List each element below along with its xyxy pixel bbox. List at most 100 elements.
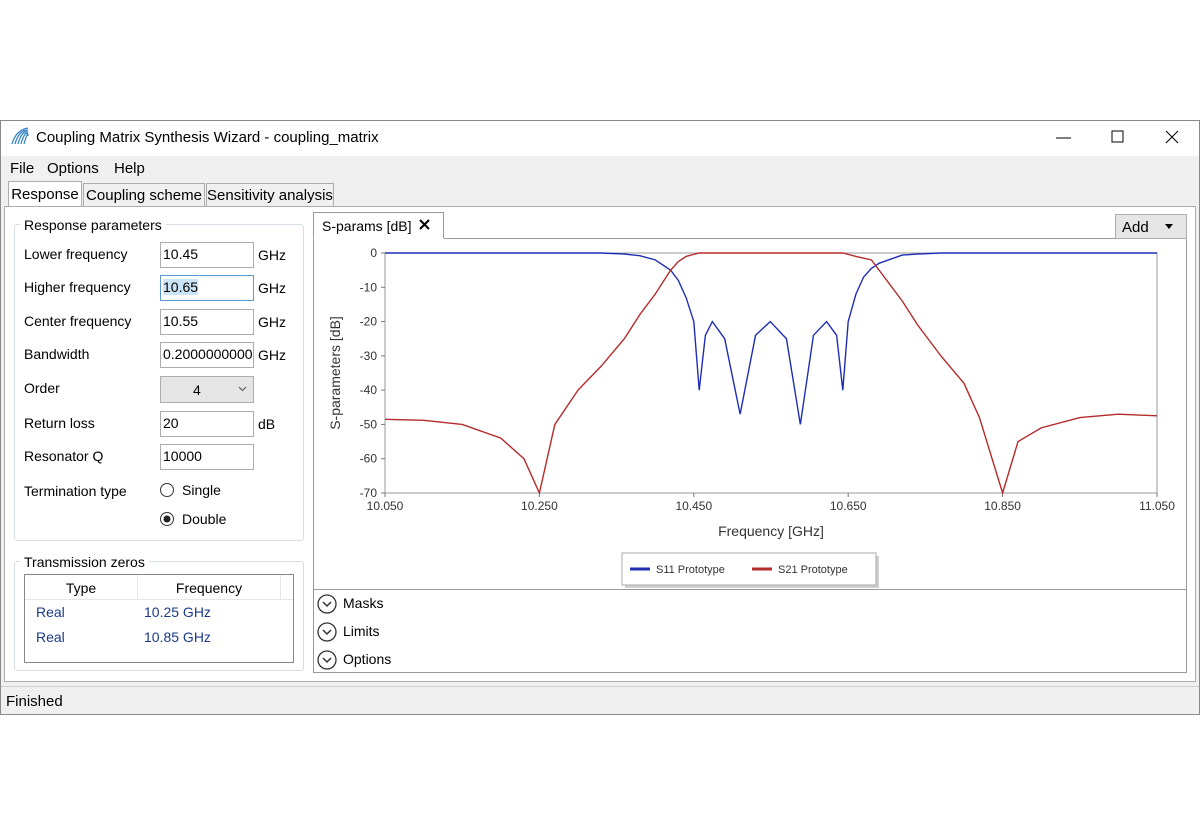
y-axis-label: S-parameters [dB] (327, 316, 343, 430)
dropdown-chevron (238, 386, 247, 392)
plot-pane (313, 238, 1187, 673)
icon-stroke (14, 129, 29, 145)
close-button[interactable] (1165, 130, 1179, 144)
input-value: 10.65 (163, 279, 199, 295)
text-input[interactable]: 20 (160, 411, 254, 437)
expander-chevron (322, 657, 332, 664)
x-tick-label: 10.050 (367, 499, 404, 513)
column-header-text: Type (65, 580, 97, 596)
text-input[interactable]: 10000 (160, 444, 254, 470)
expander-chevron (322, 601, 332, 608)
x-tick-label: 10.850 (984, 499, 1021, 513)
tab[interactable]: Coupling scheme (83, 183, 205, 206)
radio-button[interactable] (160, 512, 176, 528)
expander-circle[interactable] (317, 650, 337, 670)
title-bar (1, 121, 1199, 156)
legend-label: S21 Prototype (778, 564, 848, 576)
tab[interactable]: Response (8, 181, 82, 207)
table-cell[interactable]: Real (36, 604, 65, 620)
status-text: Finished (6, 693, 63, 710)
icon-stroke (11, 127, 29, 145)
pane-divider (313, 589, 1187, 590)
field-label: Termination type (24, 483, 127, 499)
column-divider (280, 575, 281, 600)
column-header: Type (25, 577, 137, 599)
plot-tab[interactable]: S-params [dB] (313, 212, 444, 239)
text-input[interactable]: 0.2000000000 (160, 342, 254, 368)
status-bar (1, 686, 1199, 714)
menu-item[interactable]: File (10, 160, 35, 177)
menu-item[interactable]: Help (114, 160, 145, 177)
text-input[interactable]: 10.55 (160, 309, 254, 335)
maximize-button[interactable] (1111, 130, 1124, 143)
menu-item[interactable]: Options (47, 160, 99, 177)
x-tick-label: 10.250 (521, 499, 558, 513)
tab-label: Sensitivity analysis (207, 186, 333, 204)
legend (621, 552, 877, 586)
y-tick-label: -20 (360, 315, 378, 329)
add-button[interactable]: Add (1115, 214, 1187, 239)
expander-icon[interactable] (317, 622, 337, 642)
tab[interactable]: Sensitivity analysis (206, 183, 334, 206)
expander-label[interactable]: Masks (343, 595, 384, 611)
expander-chevron (322, 629, 332, 636)
field-label: Bandwidth (24, 346, 90, 362)
table-cell[interactable]: Real (36, 629, 65, 645)
series-line (385, 252, 1157, 425)
column-header-text: Frequency (175, 580, 243, 596)
text-input[interactable]: 10.45 (160, 242, 254, 268)
icon-stroke (17, 131, 29, 145)
series-line (385, 252, 1157, 495)
add-button-label: Add (1122, 219, 1149, 236)
column-divider (137, 575, 138, 600)
y-tick-label: 0 (370, 246, 377, 260)
radio-label[interactable]: Double (182, 511, 227, 527)
table-cell[interactable]: 10.25 GHz (144, 604, 211, 620)
input-value: 10000 (163, 448, 202, 464)
group-title: Response parameters (20, 217, 166, 233)
table-header-row (25, 575, 293, 600)
expander-label[interactable]: Options (343, 651, 392, 667)
y-tick-label: -50 (360, 417, 378, 431)
y-tick-label: -40 (360, 383, 378, 397)
table-cell[interactable]: 10.85 GHz (144, 629, 211, 645)
plot-area (384, 252, 1158, 494)
legend-label: S11 Prototype (656, 564, 725, 576)
close-icon[interactable] (419, 219, 430, 230)
group-title: Transmission zeros (20, 554, 149, 570)
icon-stroke (23, 133, 29, 145)
field-label: Resonator Q (24, 448, 104, 464)
expander-label[interactable]: Limits (343, 623, 380, 639)
expander-icon[interactable] (317, 650, 337, 670)
menu-bar (1, 156, 1199, 180)
unit-label: GHz (258, 314, 286, 330)
text-input[interactable]: 10.65 (160, 275, 254, 301)
dropdown-arrow (238, 386, 247, 392)
input-value: 10.55 (163, 313, 199, 329)
dropdown-value: 4 (193, 382, 201, 398)
dropdown[interactable]: 4 (160, 376, 254, 403)
field-label: Return loss (24, 415, 95, 431)
expander-icon[interactable] (317, 594, 337, 614)
unit-label: GHz (258, 247, 286, 263)
y-tick-label: -70 (360, 486, 378, 500)
table (24, 574, 294, 663)
dropdown-triangle (1165, 224, 1173, 229)
expander-circle[interactable] (317, 594, 337, 614)
radio-circle[interactable] (160, 483, 174, 497)
column-header: Frequency (138, 577, 280, 599)
group-box (14, 561, 304, 671)
y-tick-label: -60 (360, 452, 378, 466)
plot-tab-close[interactable] (419, 219, 431, 231)
field-label: Higher frequency (24, 279, 131, 295)
radio-label[interactable]: Single (182, 482, 221, 498)
radio-button[interactable] (160, 483, 176, 499)
window-controls[interactable] (1050, 128, 1185, 148)
add-arrow (1165, 224, 1173, 229)
expander-circle[interactable] (317, 622, 337, 642)
field-label: Order (24, 380, 60, 396)
x-tick-label: 10.650 (830, 499, 867, 513)
tab-label: Coupling scheme (86, 186, 202, 204)
